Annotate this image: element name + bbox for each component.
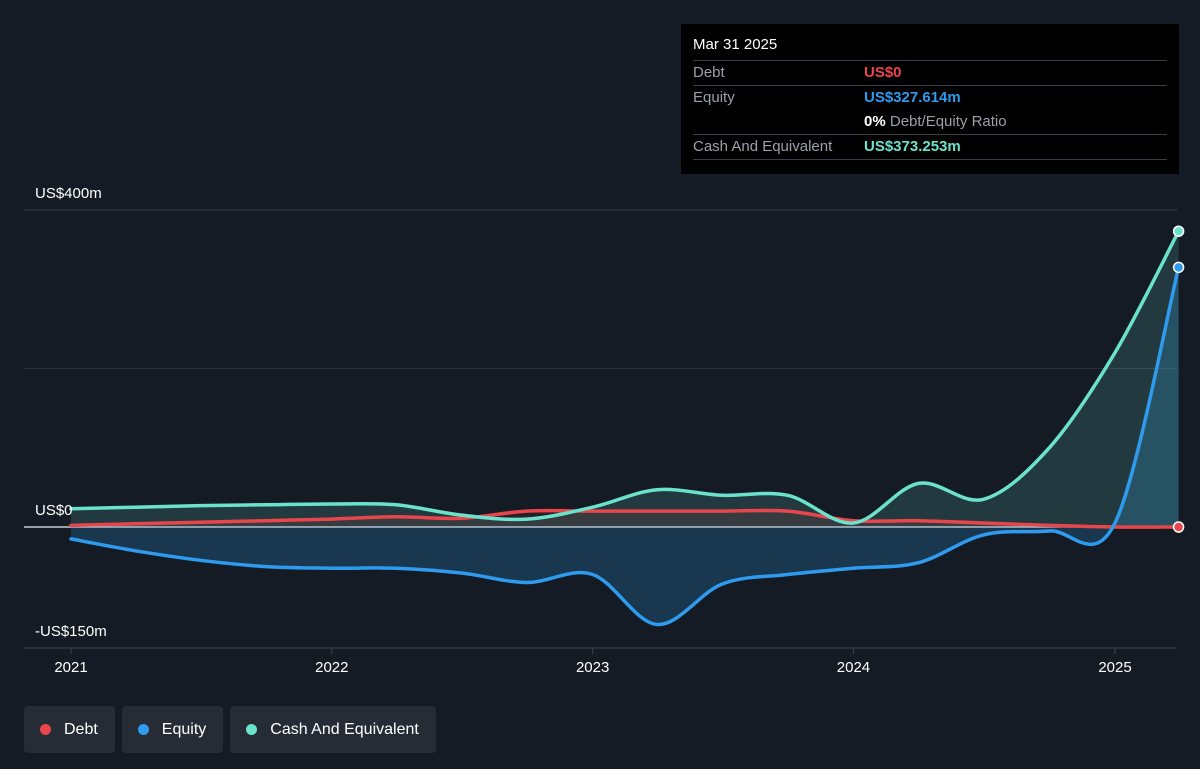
end-markers bbox=[1172, 225, 1185, 533]
y-tick-label: US$0 bbox=[35, 502, 73, 519]
tooltip-panel: Mar 31 2025 Debt US$0 Equity US$327.614m… bbox=[681, 24, 1179, 174]
tooltip-ratio: 0% Debt/Equity Ratio bbox=[864, 110, 1007, 134]
y-tick-label: US$400m bbox=[35, 185, 102, 202]
x-axis-labels: 2021 2022 2023 2024 2025 bbox=[54, 648, 1132, 676]
cash-line bbox=[69, 229, 1181, 525]
tooltip-row-debt: Debt US$0 bbox=[693, 60, 1167, 85]
legend-item-debt[interactable]: Debt bbox=[24, 706, 115, 753]
tooltip-equity-label: Equity bbox=[693, 89, 735, 106]
x-tick-label: 2024 bbox=[837, 659, 870, 676]
y-tick-label: -US$150m bbox=[35, 623, 107, 640]
legend-label-cash: Cash And Equivalent bbox=[270, 720, 419, 738]
tooltip-row-equity: Equity US$327.614m bbox=[693, 85, 1167, 110]
legend-label-equity: Equity bbox=[161, 720, 207, 738]
tooltip-equity-value: US$327.614m bbox=[864, 89, 961, 106]
tooltip-debt-value: US$0 bbox=[864, 64, 902, 81]
legend-item-equity[interactable]: Equity bbox=[121, 706, 224, 753]
tooltip-cash-value: US$373.253m bbox=[864, 138, 961, 155]
tooltip-ratio-spacer bbox=[693, 110, 864, 134]
legend-dot-cash bbox=[246, 724, 258, 735]
x-tick-label: 2022 bbox=[315, 659, 348, 676]
x-tick-label: 2025 bbox=[1098, 659, 1131, 676]
tooltip-date: Mar 31 2025 bbox=[693, 36, 778, 53]
tooltip-ratio-value: 0% bbox=[864, 113, 886, 130]
tooltip-ratio-label: Debt/Equity Ratio bbox=[889, 113, 1007, 130]
series-lines bbox=[69, 229, 1181, 627]
equity-area bbox=[71, 267, 1179, 625]
equity-line bbox=[69, 265, 1181, 627]
grid-lines bbox=[24, 209, 1177, 649]
debt-end-marker bbox=[1172, 521, 1185, 533]
series-areas bbox=[71, 231, 1179, 625]
debt-line bbox=[69, 508, 1181, 529]
y-axis-labels: US$400m US$0 -US$150m bbox=[35, 185, 107, 640]
tooltip-row-ratio: 0% Debt/Equity Ratio bbox=[693, 110, 1167, 134]
tooltip-cash-label: Cash And Equivalent bbox=[693, 138, 833, 155]
legend-label-debt: Debt bbox=[64, 720, 98, 738]
legend-item-cash[interactable]: Cash And Equivalent bbox=[230, 706, 436, 753]
cash-end-marker bbox=[1172, 225, 1185, 237]
x-tick-label: 2021 bbox=[54, 659, 87, 676]
equity-end-marker bbox=[1172, 261, 1185, 274]
legend: Debt Equity Cash And Equivalent bbox=[24, 706, 436, 753]
tooltip-row-cash: Cash And Equivalent US$373.253m bbox=[693, 134, 1167, 160]
legend-dot-debt bbox=[40, 724, 51, 735]
tooltip-debt-label: Debt bbox=[693, 64, 725, 81]
debt-area bbox=[71, 510, 1179, 528]
cash-area bbox=[71, 231, 1179, 527]
legend-dot-equity bbox=[137, 724, 149, 735]
x-tick-label: 2023 bbox=[576, 659, 609, 676]
